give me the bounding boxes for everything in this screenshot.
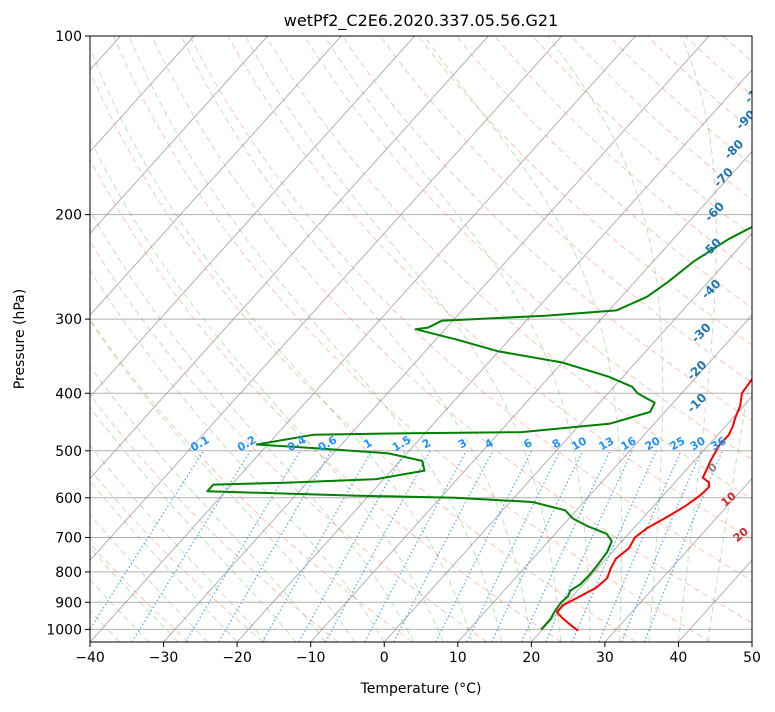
y-tick-label: 900 xyxy=(55,595,82,611)
x-tick-label: 0 xyxy=(380,650,389,666)
x-tick-label: 20 xyxy=(522,650,540,666)
y-tick-label: 1000 xyxy=(46,622,82,638)
y-tick-label: 400 xyxy=(55,386,82,402)
x-tick-label: 30 xyxy=(596,650,614,666)
y-tick-label: 200 xyxy=(55,208,82,224)
x-tick-label: 40 xyxy=(670,650,688,666)
y-axis-label: Pressure (hPa) xyxy=(12,289,28,389)
x-tick-label: −40 xyxy=(75,650,105,666)
y-tick-label: 100 xyxy=(55,29,82,45)
x-tick-label: −30 xyxy=(149,650,179,666)
x-tick-label: 10 xyxy=(449,650,467,666)
y-tick-label: 600 xyxy=(55,491,82,507)
y-tick-label: 300 xyxy=(55,312,82,328)
x-tick-label: 50 xyxy=(743,650,761,666)
x-tick-label: −20 xyxy=(222,650,252,666)
chart-title: wetPf2_C2E6.2020.337.05.56.G21 xyxy=(284,11,558,31)
y-tick-label: 500 xyxy=(55,444,82,460)
x-axis-label: Temperature (°C) xyxy=(360,681,482,697)
y-tick-label: 800 xyxy=(55,565,82,581)
x-tick-label: −10 xyxy=(296,650,326,666)
y-tick-label: 700 xyxy=(55,531,82,547)
